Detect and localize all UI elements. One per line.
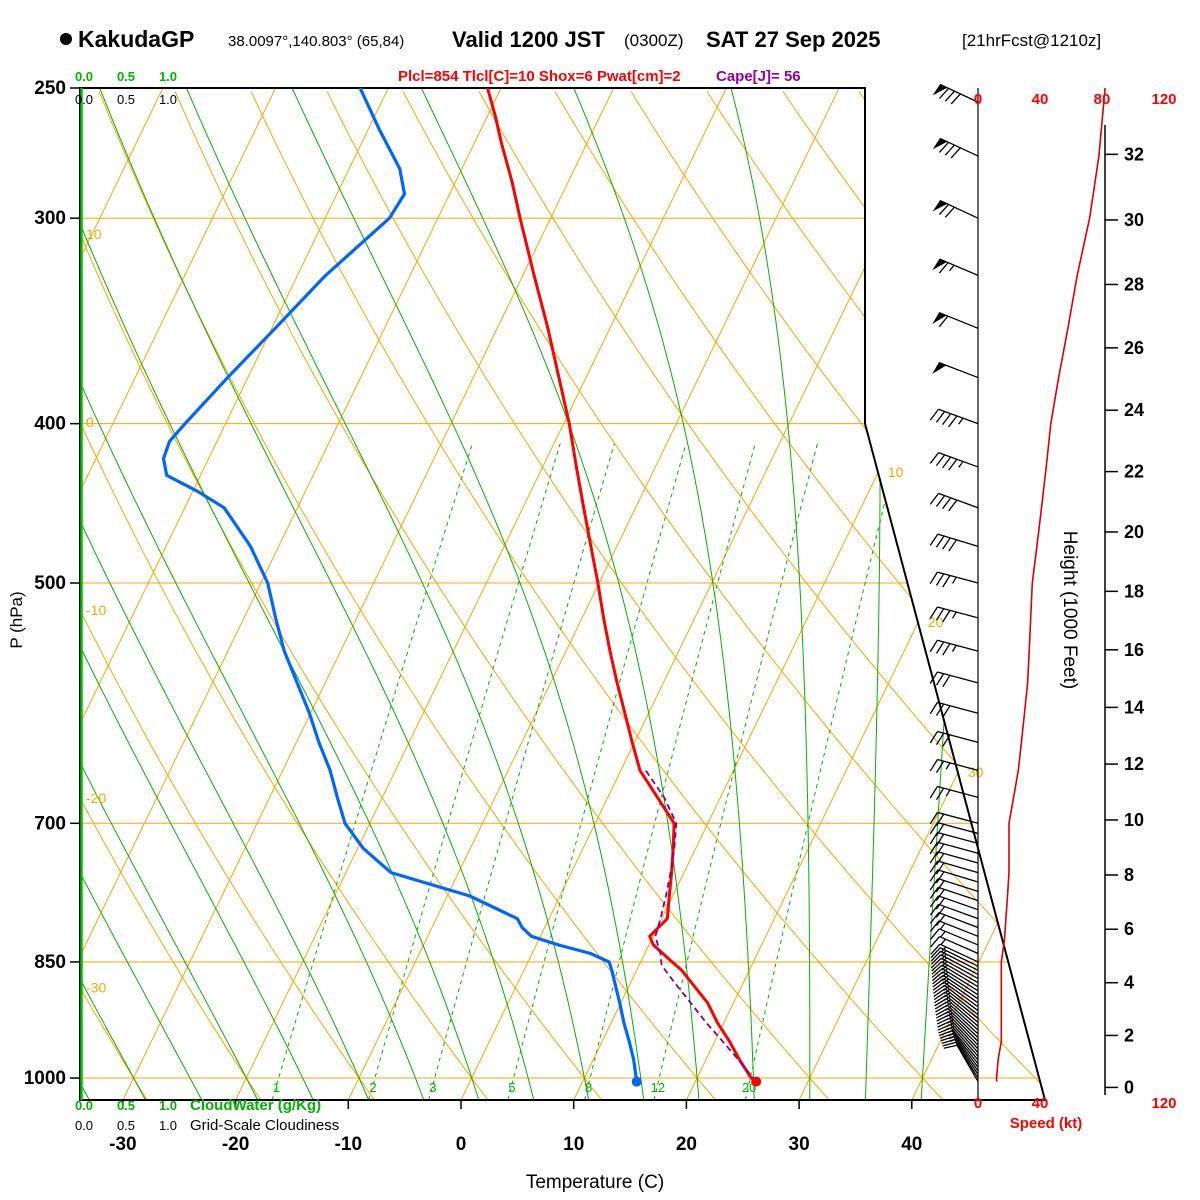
- svg-text:40: 40: [901, 1134, 922, 1155]
- svg-text:0.0: 0.0: [75, 1098, 93, 1113]
- svg-text:20: 20: [676, 1134, 697, 1155]
- svg-text:-10: -10: [335, 1134, 362, 1155]
- speed-axis-title: Speed (kt): [1010, 1115, 1083, 1132]
- svg-text:16: 16: [1124, 640, 1144, 660]
- svg-text:0: 0: [974, 91, 982, 108]
- svg-text:1.0: 1.0: [159, 92, 177, 107]
- svg-text:1.0: 1.0: [159, 1098, 177, 1113]
- svg-text:32: 32: [1124, 144, 1144, 164]
- forecast-hour: [21hrFcst@1210z]: [962, 31, 1101, 50]
- svg-text:120: 120: [1151, 1095, 1176, 1112]
- svg-text:22: 22: [1124, 462, 1144, 482]
- svg-text:12: 12: [651, 1080, 665, 1095]
- svg-text:3: 3: [429, 1080, 436, 1095]
- svg-text:10: 10: [563, 1134, 584, 1155]
- svg-text:14: 14: [1124, 697, 1144, 717]
- svg-text:8: 8: [585, 1080, 592, 1095]
- station-marker-icon: [60, 33, 72, 45]
- svg-text:5: 5: [508, 1080, 515, 1095]
- svg-text:0.0: 0.0: [75, 92, 93, 107]
- svg-text:-30: -30: [109, 1134, 136, 1155]
- cloudwater-label: CloudWater (g/Kg): [190, 1097, 321, 1114]
- valid-time: Valid 1200 JST: [452, 27, 605, 52]
- svg-text:1.0: 1.0: [159, 1118, 177, 1133]
- svg-text:0: 0: [86, 414, 94, 430]
- svg-text:850: 850: [34, 952, 66, 973]
- svg-text:10: 10: [1124, 810, 1144, 830]
- svg-text:1000: 1000: [24, 1068, 66, 1089]
- svg-text:0: 0: [456, 1134, 467, 1155]
- svg-text:-30: -30: [86, 979, 106, 995]
- svg-text:30: 30: [789, 1134, 810, 1155]
- svg-text:0: 0: [1124, 1077, 1134, 1097]
- svg-text:6: 6: [1124, 919, 1134, 939]
- plot-frame: [79, 87, 1047, 1101]
- svg-text:4: 4: [1124, 973, 1134, 993]
- params-line: Plcl=854 Tlcl[C]=10 Shox=6 Pwat[cm]=2: [398, 68, 681, 85]
- svg-text:12: 12: [1124, 754, 1144, 774]
- svg-text:2: 2: [369, 1080, 376, 1095]
- svg-text:120: 120: [1151, 91, 1176, 108]
- temperature-axis-title: Temperature (C): [526, 1172, 664, 1193]
- svg-text:-10: -10: [86, 602, 106, 618]
- svg-text:0.5: 0.5: [117, 92, 135, 107]
- svg-text:18: 18: [1124, 581, 1144, 601]
- svg-text:28: 28: [1124, 274, 1144, 294]
- svg-text:20: 20: [1124, 522, 1144, 542]
- svg-text:20: 20: [928, 614, 944, 630]
- svg-text:40: 40: [1032, 91, 1049, 108]
- svg-text:2: 2: [1124, 1025, 1134, 1045]
- height-axis-title: Height (1000 Feet): [1059, 531, 1080, 689]
- valid-date: SAT 27 Sep 2025: [706, 27, 880, 52]
- svg-text:0.0: 0.0: [75, 69, 93, 84]
- svg-text:10: 10: [86, 226, 102, 242]
- svg-text:30: 30: [1124, 210, 1144, 230]
- svg-text:-20: -20: [86, 790, 106, 806]
- cloudiness-label: Grid-Scale Cloudiness: [190, 1117, 339, 1134]
- svg-text:400: 400: [34, 414, 66, 435]
- svg-text:500: 500: [34, 573, 66, 594]
- svg-text:40: 40: [1032, 1095, 1049, 1112]
- svg-text:250: 250: [34, 78, 66, 99]
- station-coords: 38.0097°,140.803° (65,84): [228, 33, 404, 50]
- svg-text:1: 1: [273, 1080, 280, 1095]
- svg-text:10: 10: [888, 464, 904, 480]
- svg-text:700: 700: [34, 813, 66, 834]
- svg-text:300: 300: [34, 208, 66, 229]
- svg-text:24: 24: [1124, 400, 1144, 420]
- svg-text:-20: -20: [222, 1134, 249, 1155]
- svg-text:8: 8: [1124, 865, 1134, 885]
- cape-value: Cape[J]= 56: [716, 68, 801, 85]
- svg-text:1.0: 1.0: [159, 69, 177, 84]
- svg-text:26: 26: [1124, 338, 1144, 358]
- valid-utc: (0300Z): [624, 31, 684, 50]
- svg-text:0.5: 0.5: [117, 1098, 135, 1113]
- sounding-profiles: [161, 88, 758, 1083]
- titles: KakudaGP 38.0097°,140.803° (65,84) Valid…: [7, 26, 1101, 1193]
- wind-barbs-and-speed: [631, 83, 1106, 1087]
- svg-text:0.5: 0.5: [117, 69, 135, 84]
- svg-text:0.0: 0.0: [75, 1118, 93, 1133]
- svg-text:0.5: 0.5: [117, 1118, 135, 1133]
- station-title: KakudaGP: [78, 26, 194, 52]
- svg-text:30: 30: [968, 764, 984, 780]
- svg-text:0: 0: [974, 1095, 982, 1112]
- pressure-axis-title: P (hPa): [7, 591, 26, 648]
- svg-text:80: 80: [1094, 91, 1111, 108]
